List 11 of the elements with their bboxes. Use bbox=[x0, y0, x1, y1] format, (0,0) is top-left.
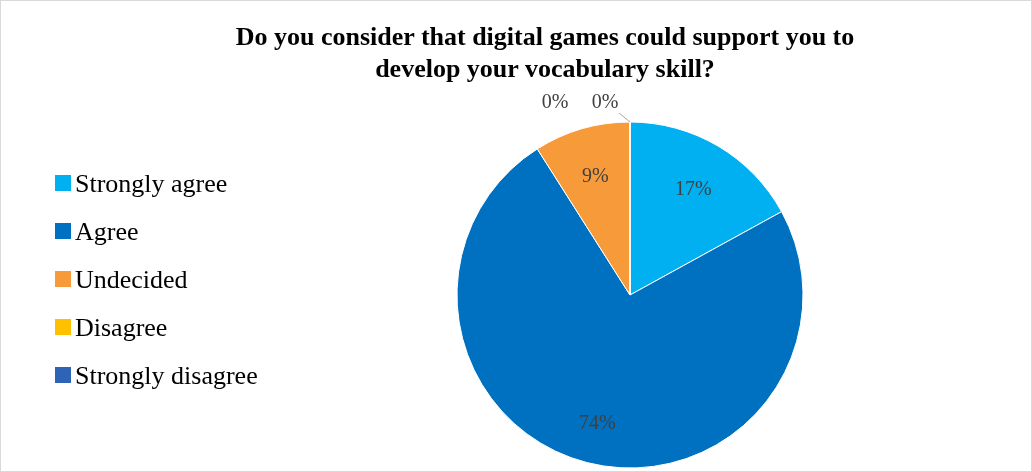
legend-label: Agree bbox=[75, 217, 139, 247]
legend-label: Undecided bbox=[75, 265, 188, 295]
text: 0% bbox=[541, 90, 569, 112]
data-label: 9% bbox=[581, 164, 609, 187]
legend-label: Disagree bbox=[75, 313, 168, 343]
data-label: 74% bbox=[578, 411, 616, 434]
chart-title: Do you consider that digital games could support you to develop your vocabulary skill? bbox=[235, 22, 855, 83]
data-label: 17% bbox=[675, 176, 712, 199]
text: 0% bbox=[591, 90, 619, 112]
legend-label: Strongly disagree bbox=[75, 361, 258, 391]
legend-label: Strongly agree bbox=[75, 169, 228, 199]
